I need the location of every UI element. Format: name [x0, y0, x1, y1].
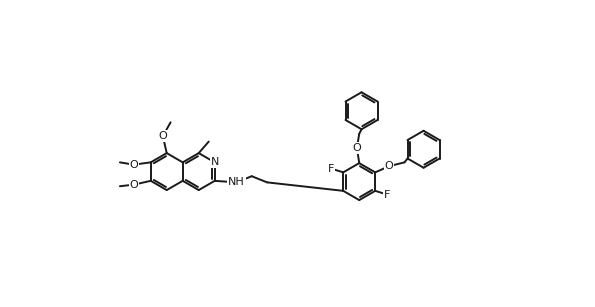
Text: NH: NH [228, 177, 245, 187]
Text: O: O [129, 160, 138, 170]
Text: N: N [211, 157, 219, 167]
Text: O: O [129, 180, 138, 190]
Text: O: O [352, 143, 361, 153]
Text: O: O [385, 161, 393, 171]
Text: F: F [328, 164, 334, 173]
Text: F: F [384, 190, 391, 200]
Text: O: O [158, 131, 167, 141]
